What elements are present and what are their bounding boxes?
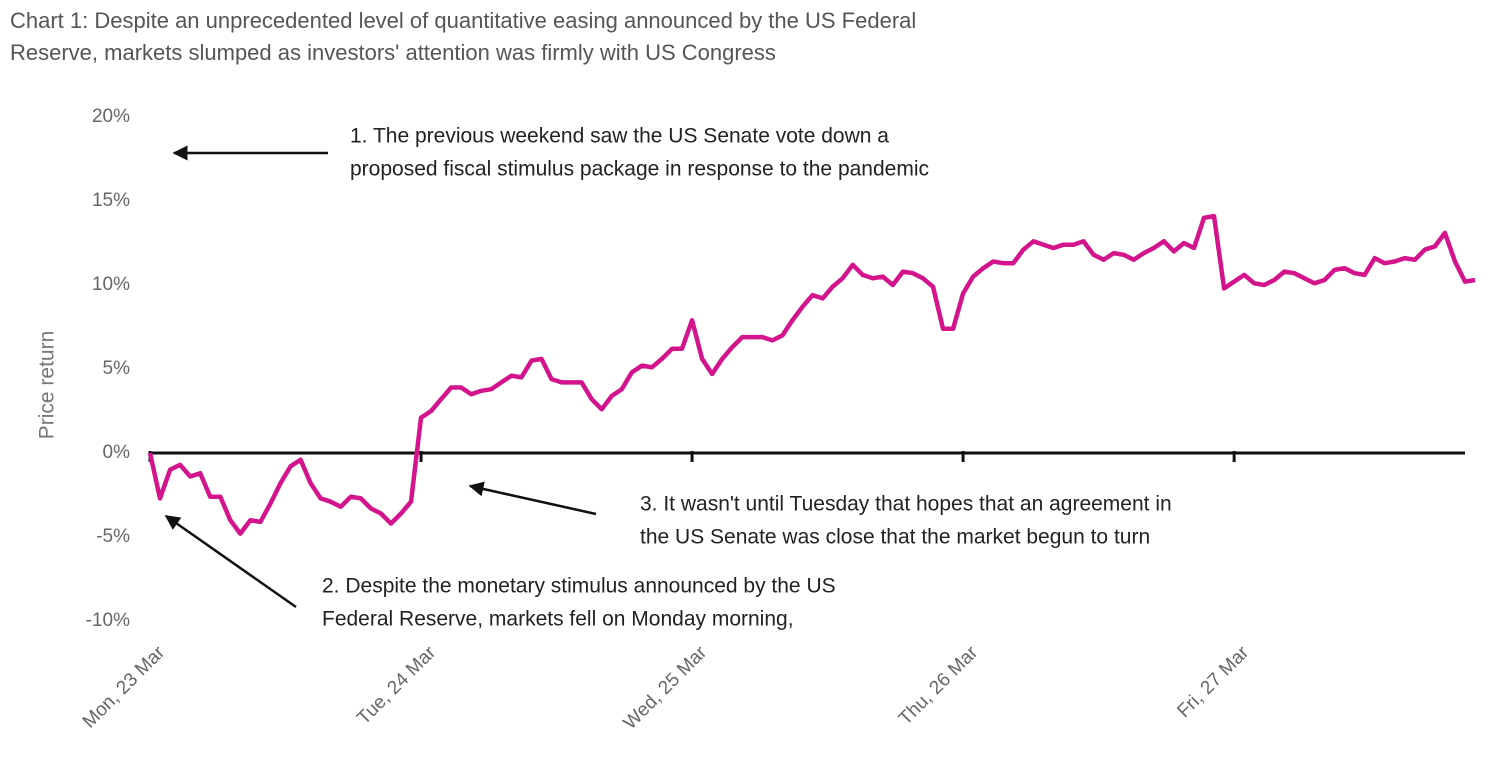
y-tick-label: 10% xyxy=(92,274,130,295)
annotation: Federal Reserve, markets fell on Monday … xyxy=(322,608,794,631)
annotation: proposed fiscal stimulus package in resp… xyxy=(350,158,929,181)
y-tick-label: 0% xyxy=(103,442,131,463)
x-tick-label: Thu, 26 Mar xyxy=(895,642,983,730)
y-tick-label: 20% xyxy=(92,106,130,127)
chart-title: Chart 1: Despite an unprecedented level … xyxy=(10,8,916,33)
series-line xyxy=(147,213,1476,536)
annotation: 3. It wasn't until Tuesday that hopes th… xyxy=(640,493,1172,516)
annotation: 1. The previous weekend saw the US Senat… xyxy=(350,125,889,148)
chart-title: Reserve, markets slumped as investors' a… xyxy=(10,40,776,65)
arrow xyxy=(164,514,297,609)
y-tick-label: 5% xyxy=(103,358,131,379)
x-tick-label: Tue, 24 Mar xyxy=(353,642,440,729)
y-tick-label: -10% xyxy=(86,610,130,631)
x-tick-label: Wed, 25 Mar xyxy=(620,642,712,734)
annotation: the US Senate was close that the market … xyxy=(640,526,1150,549)
y-axis-label: Price return xyxy=(36,331,59,440)
annotation: 2. Despite the monetary stimulus announc… xyxy=(322,575,836,598)
y-tick-label: 15% xyxy=(92,190,130,211)
x-tick-label: Fri, 27 Mar xyxy=(1173,642,1253,722)
y-tick-label: -5% xyxy=(96,526,130,547)
arrow xyxy=(468,481,597,516)
x-tick-label: Mon, 23 Mar xyxy=(79,642,170,733)
